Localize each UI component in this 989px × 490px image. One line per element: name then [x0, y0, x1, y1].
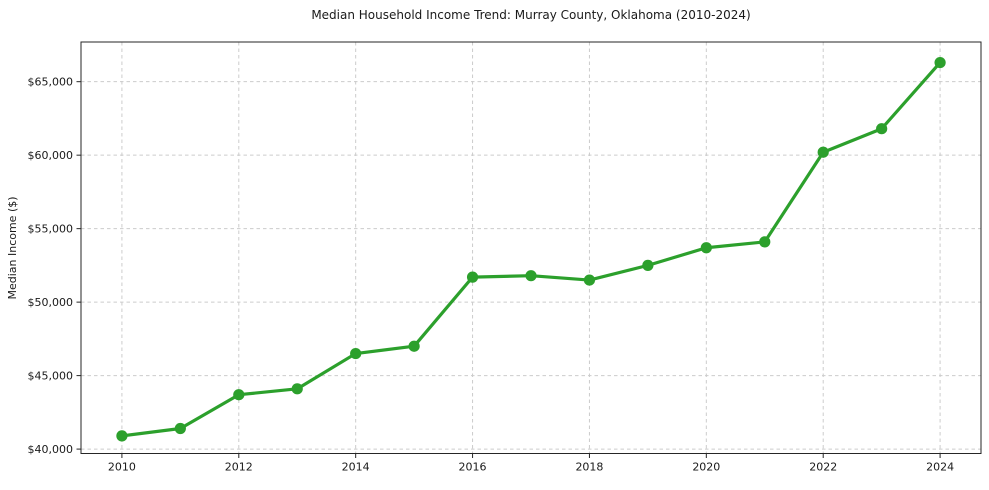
data-point-marker — [934, 56, 946, 69]
data-point-marker — [291, 383, 303, 395]
x-tick-label: 2024 — [926, 461, 954, 474]
data-point-marker — [700, 242, 712, 254]
y-tick-label: $45,000 — [28, 370, 74, 383]
data-point-marker — [525, 270, 537, 282]
x-tick-label: 2014 — [342, 461, 370, 474]
axis-layer: 2010 2012 2014 2016 2018 2020 2022 2024 $40,000 $… — [28, 41, 982, 474]
trend-line — [120, 60, 942, 438]
data-point-marker — [233, 389, 245, 401]
data-point-marker — [116, 430, 128, 442]
y-tick-label: $40,000 — [28, 443, 74, 456]
data-point-marker — [876, 123, 888, 135]
plot-border — [80, 41, 982, 454]
data-point-marker — [583, 274, 596, 286]
x-tick-label: 2016 — [459, 461, 487, 474]
chart-title: Median Household Income Trend: Murray Co… — [311, 8, 750, 22]
y-tick-label: $50,000 — [28, 296, 74, 309]
x-tick-label: 2010 — [108, 461, 136, 474]
x-tick-label: 2018 — [575, 461, 603, 474]
series-layer — [116, 56, 946, 442]
y-tick-label: $60,000 — [28, 149, 74, 162]
x-tick-label: 2012 — [225, 461, 253, 474]
y-tick-label: $55,000 — [28, 223, 74, 236]
data-point-marker — [466, 271, 479, 283]
x-tick-label: 2020 — [692, 461, 720, 474]
y-tick-label: $65,000 — [28, 76, 74, 89]
data-point-marker — [350, 347, 362, 360]
data-point-marker — [408, 340, 420, 352]
data-point-marker — [759, 236, 771, 248]
y-axis-label: Median Income ($) — [6, 196, 19, 299]
x-tick-label: 2022 — [809, 461, 837, 474]
data-point-marker — [642, 259, 654, 271]
data-point-marker — [174, 422, 186, 435]
grid-layer — [81, 42, 981, 454]
data-point-marker — [817, 146, 829, 158]
